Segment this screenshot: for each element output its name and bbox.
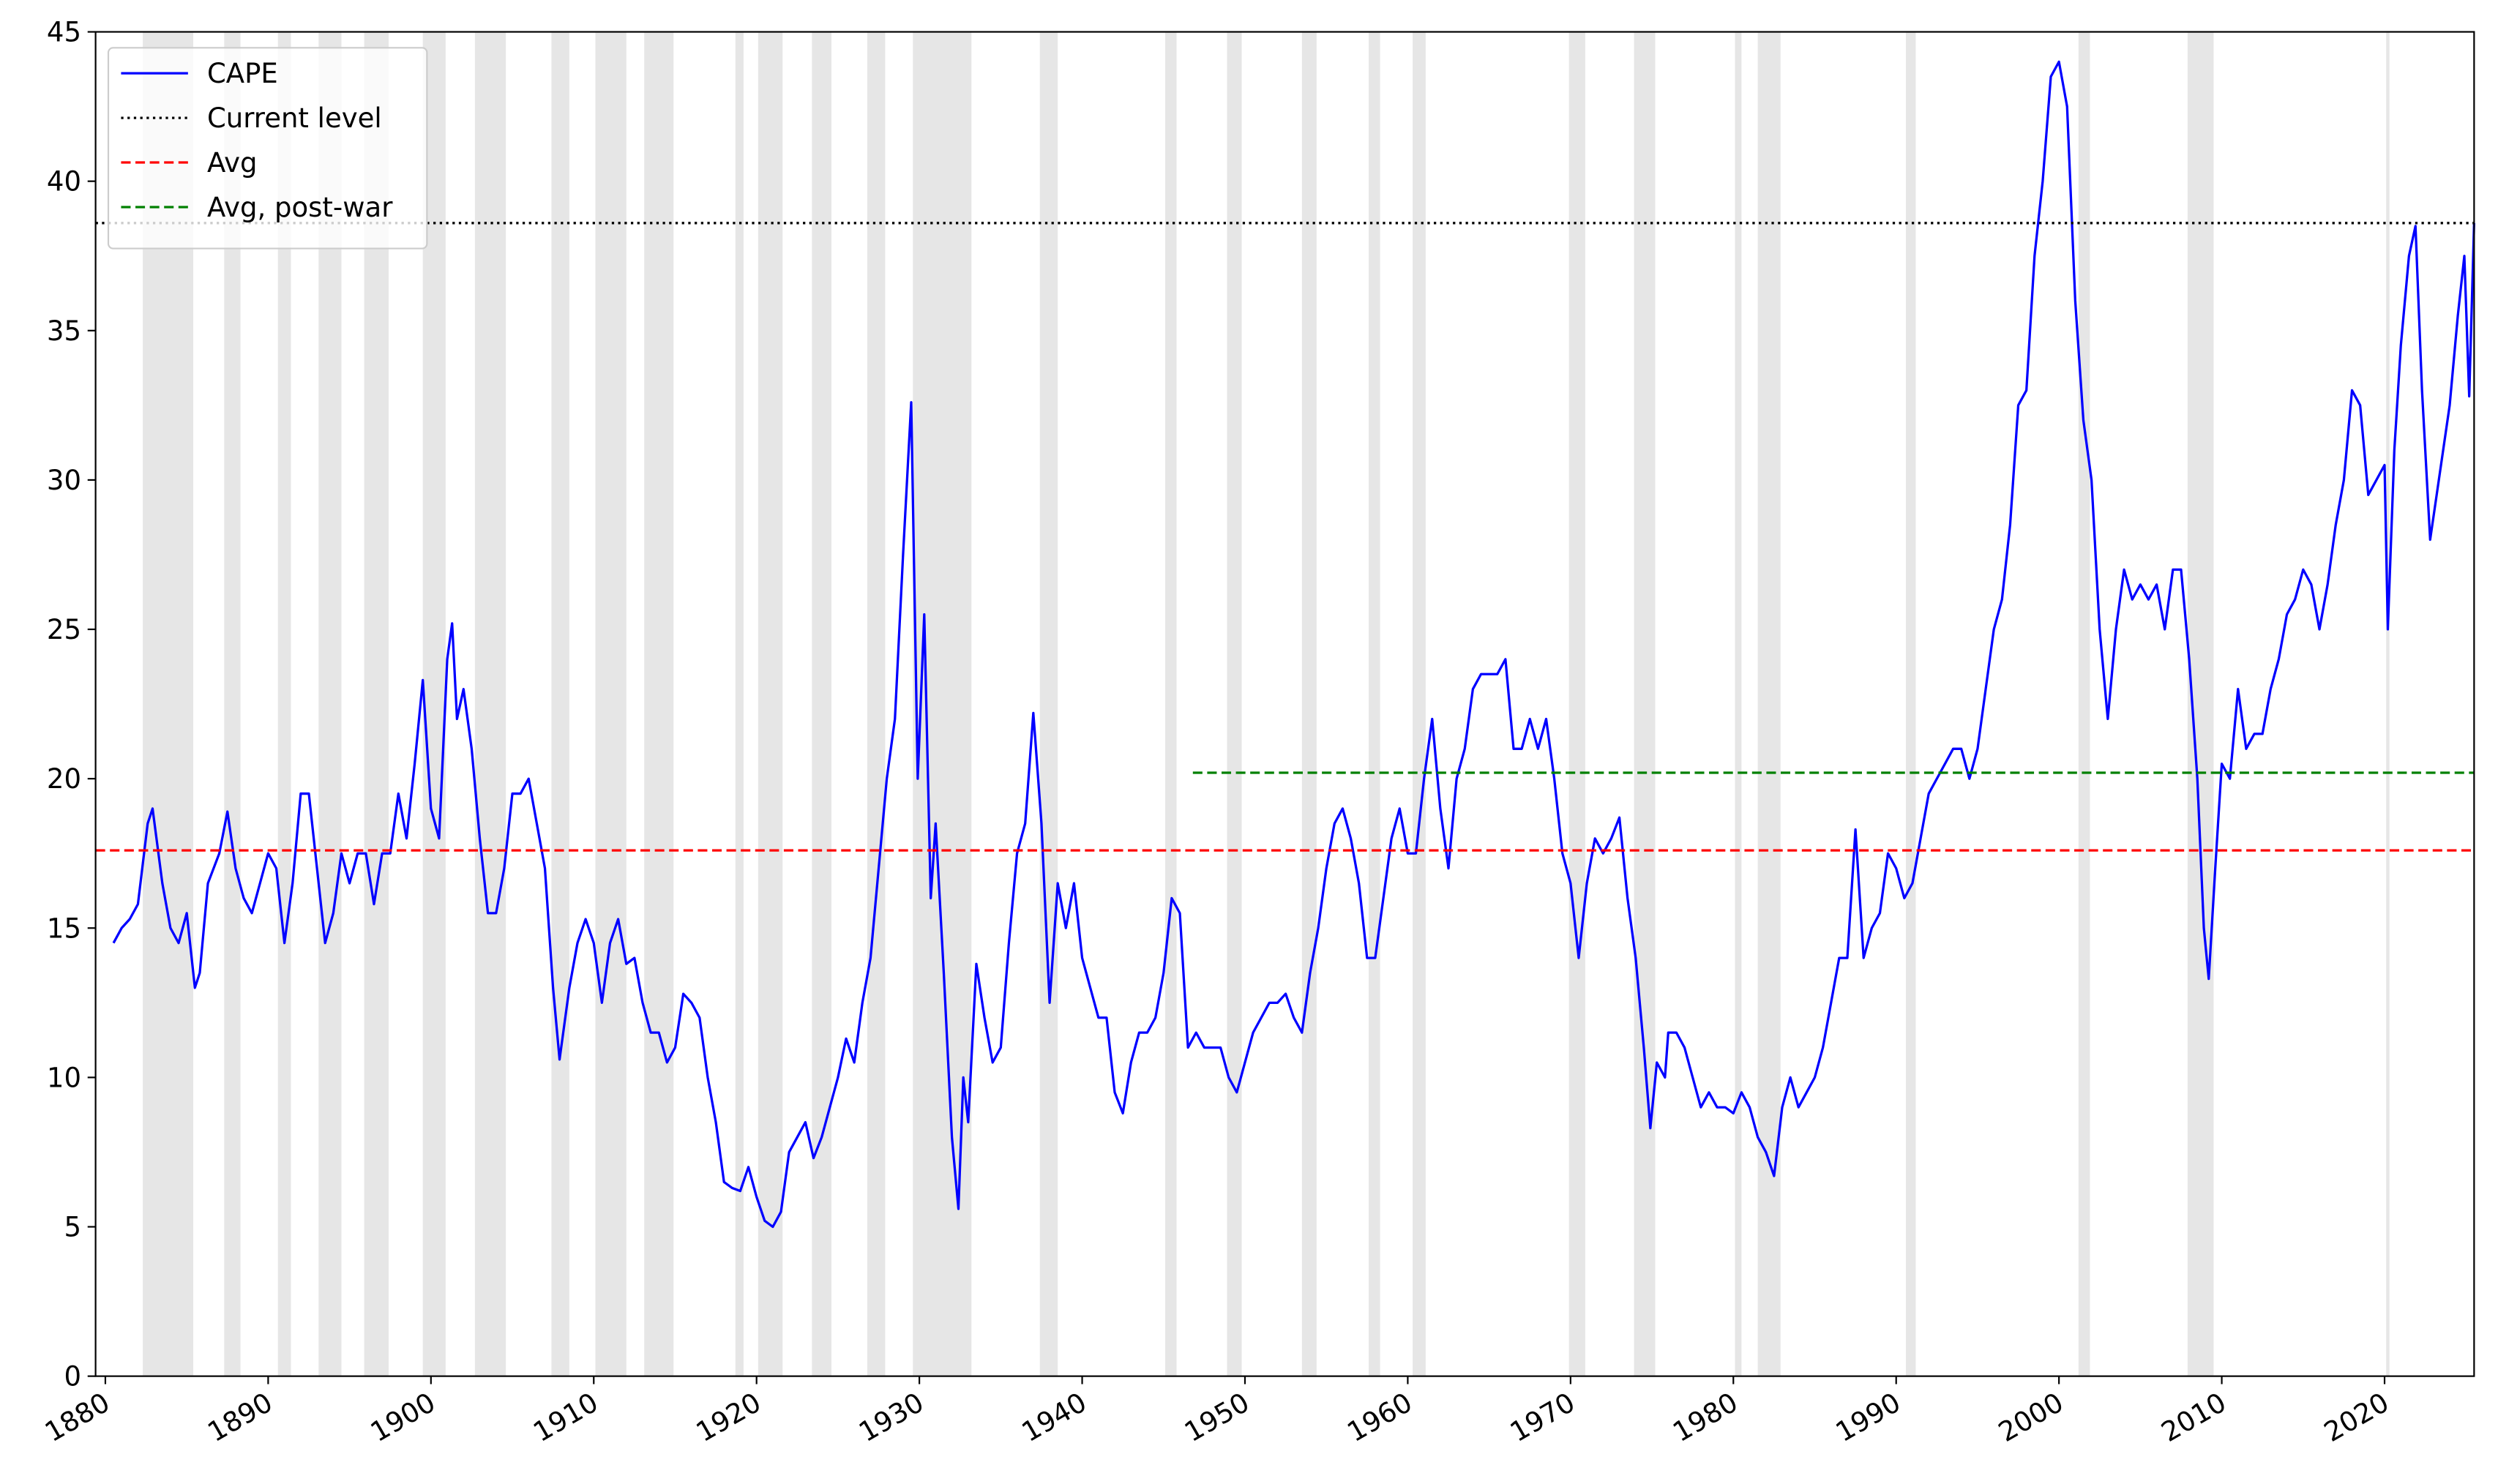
legend-label: CAPE [207, 58, 278, 89]
x-tick-label: 1910 [528, 1387, 603, 1448]
x-tick-label: 1970 [1505, 1387, 1580, 1448]
recession-band [1735, 31, 1742, 1376]
x-tick-label: 1960 [1342, 1387, 1418, 1448]
legend-label: Current level [207, 102, 382, 134]
recession-band [735, 31, 744, 1376]
recession-band [551, 31, 569, 1376]
x-tick-label: 1950 [1179, 1387, 1254, 1448]
x-tick-label: 1890 [203, 1387, 278, 1448]
recession-band [1906, 31, 1916, 1376]
x-tick-label: 1990 [1831, 1387, 1906, 1448]
recession-band [422, 31, 446, 1376]
x-tick-label: 1940 [1017, 1387, 1092, 1448]
recession-band [364, 31, 389, 1376]
recession-band [758, 31, 783, 1376]
recession-band [1413, 31, 1426, 1376]
recession-band [1369, 31, 1380, 1376]
recession-band [2078, 31, 2090, 1376]
x-tick-label: 1920 [691, 1387, 766, 1448]
y-tick-label: 15 [47, 912, 81, 944]
x-tick-label: 1900 [365, 1387, 441, 1448]
recession-band [1227, 31, 1242, 1376]
recession-band [812, 31, 831, 1376]
y-tick-label: 30 [47, 465, 81, 496]
y-tick-label: 5 [64, 1212, 81, 1243]
recession-band [644, 31, 674, 1376]
x-tick-label: 2020 [2319, 1387, 2394, 1448]
recession-band [867, 31, 886, 1376]
cape-line [112, 60, 2475, 1229]
recession-band [1568, 31, 1585, 1376]
recession-band [277, 31, 291, 1376]
y-tick-label: 35 [47, 315, 81, 347]
y-tick-label: 10 [47, 1062, 81, 1093]
recession-band [474, 31, 506, 1376]
legend-box [107, 47, 428, 250]
plot-frame [94, 31, 2475, 1377]
y-tick-label: 20 [47, 763, 81, 795]
recession-band [1039, 31, 1058, 1376]
recession-band [224, 31, 241, 1376]
legend: CAPE Current level Avg Avg, post-war [107, 47, 428, 250]
legend-label: Avg [207, 147, 258, 179]
recession-band [1634, 31, 1656, 1376]
recession-band [595, 31, 627, 1376]
recession-band [1757, 31, 1781, 1376]
recession-band [2386, 31, 2390, 1376]
y-tick-label: 45 [47, 17, 81, 48]
x-tick-label: 1930 [853, 1387, 929, 1448]
y-tick-label: 40 [47, 166, 81, 198]
recession-band [1301, 31, 1317, 1376]
recession-band [1164, 31, 1177, 1376]
x-tick-label: 1980 [1667, 1387, 1743, 1448]
x-tick-label: 2010 [2156, 1387, 2232, 1448]
x-tick-label: 1880 [40, 1387, 115, 1448]
x-tick-label: 2000 [1993, 1387, 2068, 1448]
y-tick-label: 0 [64, 1361, 81, 1393]
recession-band [143, 31, 194, 1376]
legend-label: Avg, post-war [207, 192, 393, 223]
recession-band [318, 31, 342, 1376]
y-tick-label: 25 [47, 614, 81, 645]
